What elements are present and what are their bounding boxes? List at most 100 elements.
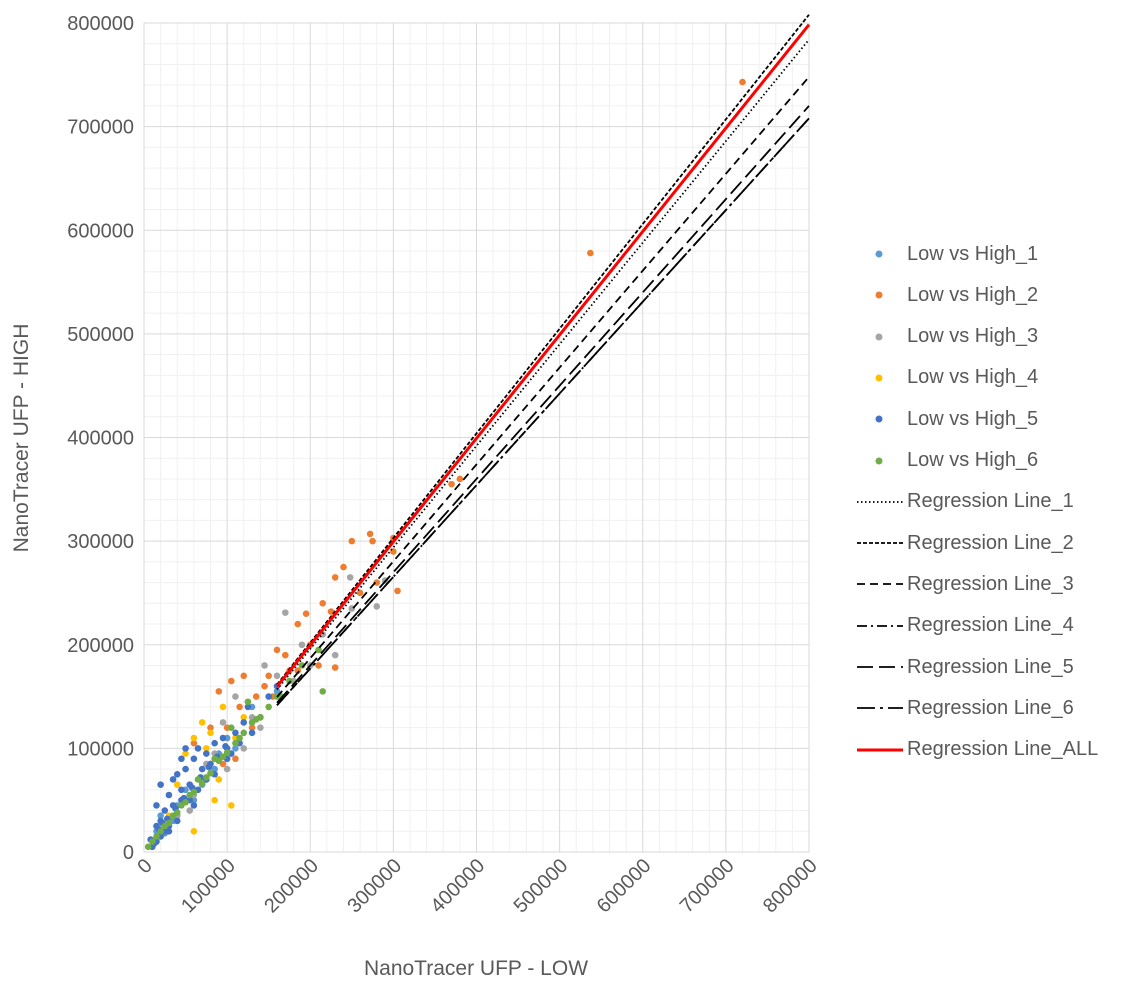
data-point [194, 776, 202, 783]
data-point [173, 817, 181, 825]
data-point [207, 729, 214, 737]
data-point [373, 579, 381, 586]
x-tick-label: 700000 [676, 855, 739, 918]
regression-lines [275, 14, 811, 706]
data-point [346, 574, 354, 581]
data-point [252, 716, 260, 723]
data-point [211, 755, 218, 763]
data-point [186, 807, 194, 814]
data-point [198, 719, 206, 726]
data-point [456, 475, 464, 483]
data-point [273, 688, 281, 695]
y-axis-ticks: 0 100000 200000 300000 400000 500000 600000 700… [67, 13, 134, 864]
y-tick-label: 200000 [67, 635, 134, 657]
data-point [178, 786, 185, 794]
data-point [369, 537, 376, 545]
x-tick-label: 200000 [260, 855, 323, 918]
x-tick-label: 0 [133, 855, 156, 878]
data-point [294, 620, 302, 628]
y-tick-label: 400000 [67, 428, 134, 450]
plot-frame [143, 22, 810, 853]
data-point [366, 530, 374, 538]
data-point [157, 827, 164, 835]
data-point [240, 745, 248, 752]
data-point [190, 739, 198, 747]
x-axis-ticks: 0 100000 200000 300000 400000 500000 600000 700… [133, 855, 821, 918]
data-point [173, 770, 181, 778]
data-point [739, 78, 746, 86]
data-point [144, 843, 152, 851]
data-point [248, 729, 256, 737]
data-point [394, 587, 401, 595]
data-point [298, 641, 306, 649]
data-point [248, 724, 256, 731]
data-point [169, 776, 177, 783]
data-point [178, 755, 185, 763]
data-point [244, 703, 252, 711]
data-point [282, 651, 289, 659]
data-point [232, 729, 239, 737]
data-point [319, 688, 327, 695]
data-point [448, 480, 455, 488]
y-axis-label: NanoTracer UFP - HIGH [10, 324, 33, 553]
data-point [211, 796, 218, 804]
data-point [203, 745, 210, 752]
data-points [144, 78, 746, 851]
data-point [302, 610, 310, 617]
data-point [219, 703, 227, 711]
x-tick-label: 100000 [177, 855, 240, 918]
x-tick-label: 300000 [343, 855, 406, 918]
data-point [331, 574, 339, 581]
data-point [587, 249, 594, 257]
data-point [186, 791, 194, 799]
data-point [240, 672, 248, 680]
series-4 [165, 703, 248, 835]
data-point [203, 774, 210, 781]
data-point [211, 765, 218, 773]
data-point [252, 693, 260, 700]
data-point [232, 693, 239, 700]
x-tick-label: 500000 [510, 855, 573, 918]
data-point [286, 677, 293, 685]
data-point [215, 776, 223, 783]
data-point [157, 781, 164, 788]
data-point [282, 609, 289, 616]
regression-line-2 [276, 14, 810, 686]
data-point [203, 750, 210, 757]
data-point [373, 603, 381, 610]
data-point [227, 724, 235, 731]
data-point [232, 739, 239, 747]
data-point [190, 827, 198, 835]
y-tick-label: 600000 [67, 220, 134, 242]
x-tick-label: 400000 [426, 855, 489, 918]
x-tick-label: 800000 [759, 855, 822, 918]
regression-line-5 [276, 105, 810, 704]
data-point [356, 589, 364, 597]
data-point [169, 812, 177, 820]
data-point [265, 693, 272, 700]
data-point [190, 802, 198, 809]
regression-line-3 [276, 76, 810, 698]
data-point [207, 724, 214, 731]
data-point [182, 765, 189, 773]
data-point [240, 713, 248, 721]
data-point [194, 745, 202, 752]
data-point [240, 729, 248, 737]
data-point [207, 769, 214, 777]
data-point [182, 745, 189, 752]
regression-line-7 [275, 23, 811, 688]
data-point [178, 802, 185, 809]
data-point [198, 765, 206, 773]
regression-line-6 [276, 117, 810, 706]
data-point [261, 662, 268, 669]
series-2 [190, 78, 746, 768]
data-point [161, 807, 169, 814]
data-point [294, 667, 302, 674]
data-point [182, 750, 189, 757]
data-point [227, 677, 235, 685]
data-point [223, 765, 231, 773]
data-point [265, 703, 272, 711]
data-point [161, 822, 169, 830]
data-point [319, 600, 327, 607]
